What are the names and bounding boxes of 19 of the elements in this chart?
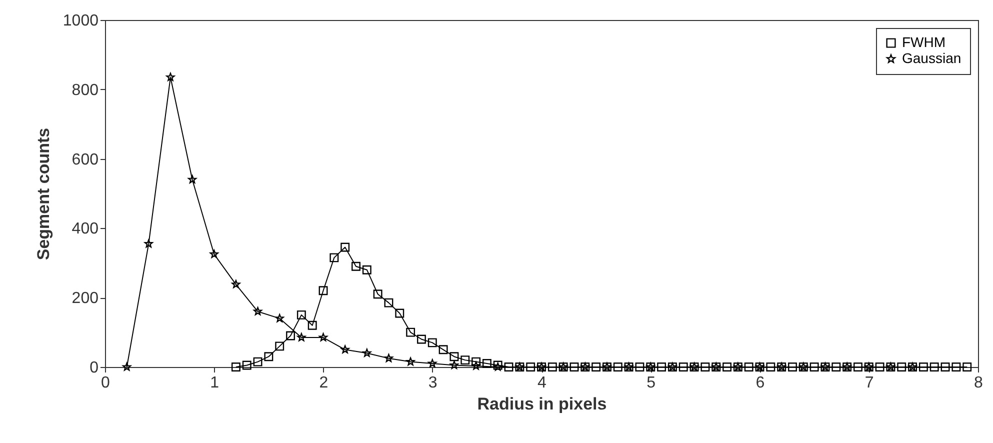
x-tick-label: 3: [428, 374, 438, 392]
x-tick-label: 2: [319, 374, 328, 392]
y-axis-title: Segment counts: [34, 128, 53, 260]
y-tick-label: 600: [72, 151, 99, 168]
y-tick-label: 1000: [62, 12, 99, 30]
x-tick-label: 4: [538, 374, 547, 392]
x-tick-label: 0: [101, 374, 110, 392]
x-tick-label: 6: [756, 374, 765, 392]
y-tick-label: 400: [72, 220, 99, 238]
legend-label: Gaussian: [902, 50, 962, 66]
x-tick-label: 5: [646, 374, 656, 392]
x-tick-label: 1: [210, 374, 220, 392]
x-tick-label: 8: [974, 374, 984, 392]
y-tick-label: 200: [72, 290, 99, 308]
y-tick-label: 800: [72, 82, 99, 99]
y-tick-label: 0: [90, 360, 99, 376]
x-tick-label: 7: [864, 374, 874, 392]
x-axis-title: Radius in pixels: [477, 394, 607, 414]
legend-label: FWHM: [902, 34, 946, 50]
